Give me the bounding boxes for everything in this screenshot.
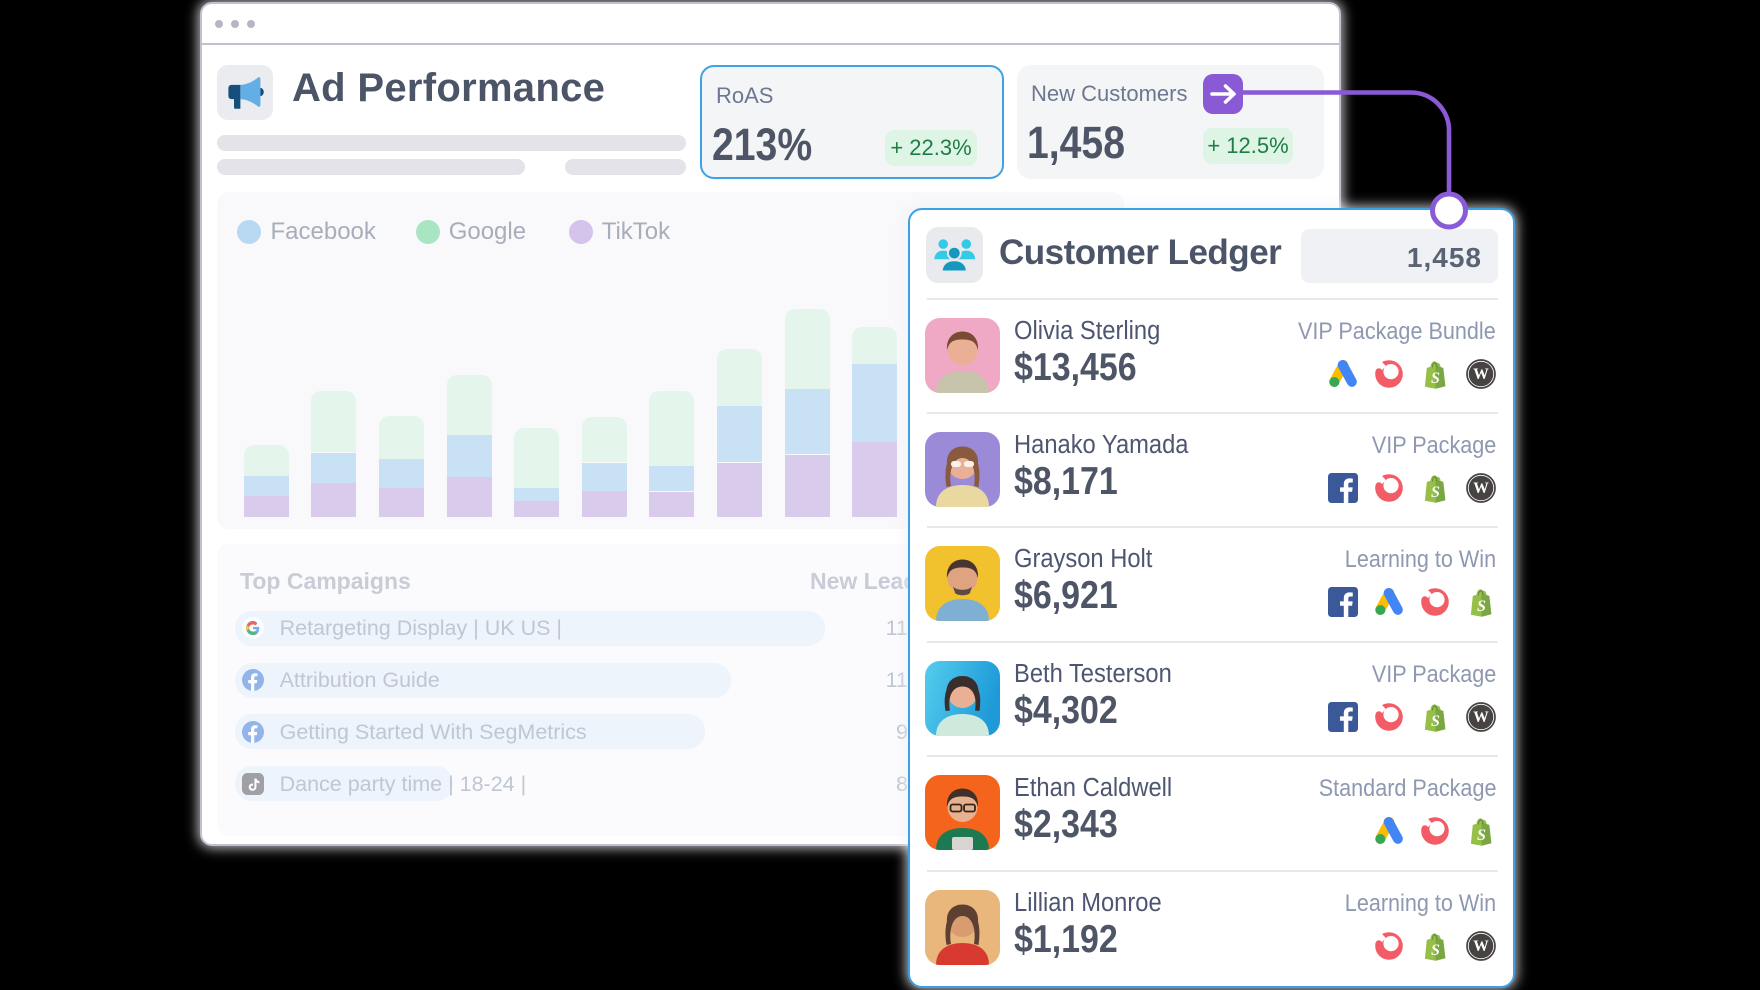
svg-text:S: S: [1477, 598, 1486, 615]
svg-text:S: S: [1431, 713, 1440, 730]
svg-text:S: S: [1477, 827, 1486, 844]
svg-text:W: W: [1473, 480, 1489, 497]
svg-text:W: W: [1473, 937, 1489, 954]
svg-text:W: W: [1473, 709, 1489, 726]
svg-text:S: S: [1431, 484, 1440, 501]
svg-text:S: S: [1431, 941, 1440, 958]
svg-text:W: W: [1473, 365, 1489, 382]
svg-text:S: S: [1431, 369, 1440, 386]
